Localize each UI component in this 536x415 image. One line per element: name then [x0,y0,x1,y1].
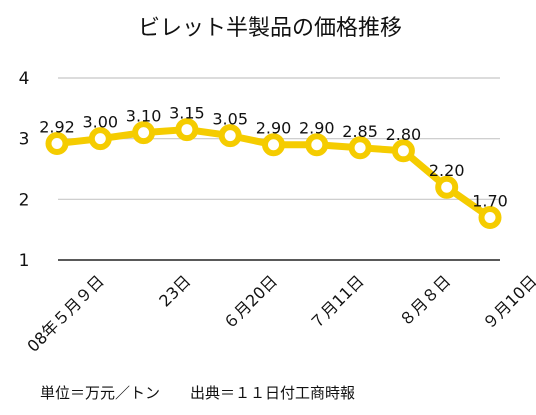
data-label: 3.00 [82,113,118,132]
data-point [391,139,415,163]
x-tick-label: ７月11日 [306,271,368,333]
y-tick-label: 1 [19,251,30,271]
x-axis-tick-labels: 08年５月９日 23日 ６月20日 ７月11日 ８月８日 ９月10日 [23,271,536,355]
data-point [218,124,242,148]
x-tick-label: ９月10日 [479,271,536,333]
x-tick-label: ６月20日 [219,271,281,333]
x-tick-label: 08年５月９日 [23,271,107,355]
data-label: 3.10 [126,107,162,126]
data-label: 2.80 [386,125,422,144]
data-point [348,136,372,160]
y-tick-label: 2 [19,190,30,210]
y-axis-tick-labels: 1 2 3 4 [19,69,30,271]
data-label: 1.70 [472,192,508,211]
data-label: 3.05 [212,110,248,129]
data-label: 2.20 [429,161,465,180]
x-tick-label: 23日 [155,271,194,310]
data-point [435,175,459,199]
data-label: 2.90 [299,119,335,138]
y-tick-label: 4 [19,69,30,89]
data-labels: 2.92 3.00 3.10 3.15 3.05 2.90 2.90 2.85 2.80 2.20… [39,104,508,211]
chart-title: ビレット半製品の価格推移 [138,16,402,41]
data-label: 2.90 [256,119,292,138]
data-point [262,133,285,157]
series-layer [45,118,502,230]
data-point [132,121,156,145]
x-tick-label: ８月８日 [396,271,455,330]
data-point [478,206,502,230]
chart-footnote: 単位＝万元／トン 出典＝１１日付工商時報 [40,384,355,402]
y-tick-label: 3 [19,130,30,150]
data-label: 2.92 [39,118,75,137]
data-label: 3.15 [169,104,205,123]
data-label: 2.85 [342,122,378,141]
data-point [175,118,199,142]
data-point [45,132,69,156]
data-point [88,127,112,151]
data-point [305,133,329,157]
